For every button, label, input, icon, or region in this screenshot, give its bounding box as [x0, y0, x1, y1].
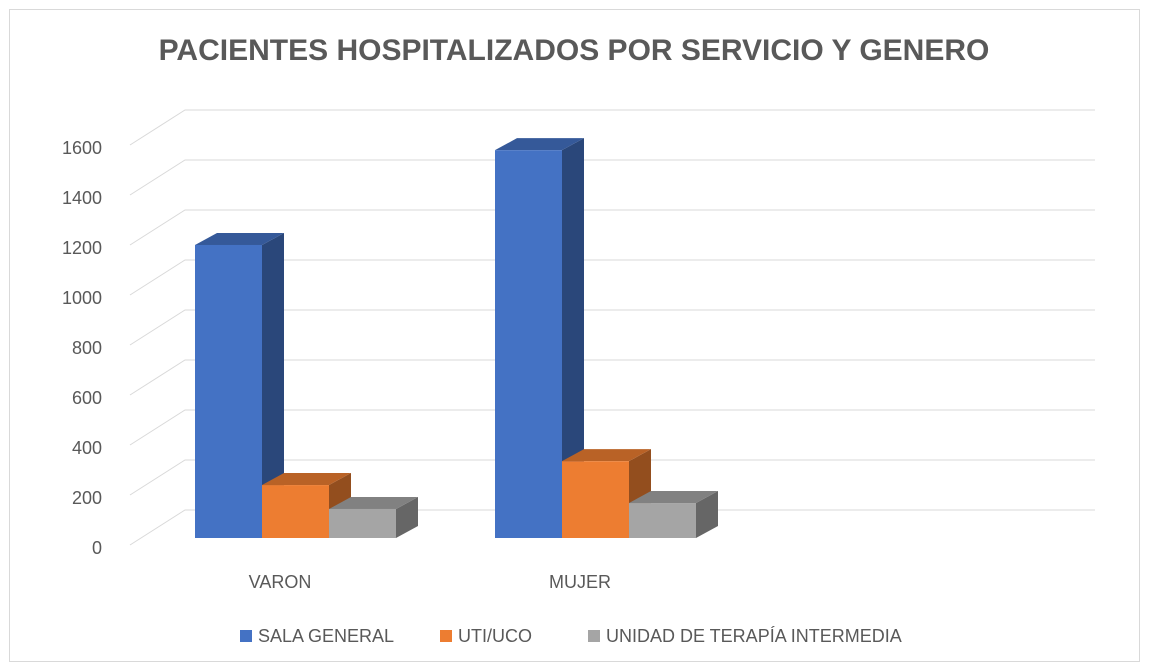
bar-face	[629, 491, 718, 504]
bar-face	[195, 232, 284, 245]
legend-swatch	[240, 630, 252, 642]
grid-line	[129, 259, 1095, 296]
legend-label: UTI/UCO	[458, 626, 532, 646]
bar	[329, 496, 418, 538]
bar-face	[329, 508, 396, 538]
bar	[495, 138, 584, 538]
bar-face	[262, 485, 329, 538]
bar-face	[696, 491, 718, 538]
y-tick-label: 200	[72, 488, 102, 508]
bar-face	[495, 150, 562, 538]
bar-face	[629, 503, 696, 538]
y-tick-label: 0	[92, 538, 102, 558]
grid-line	[129, 509, 1095, 546]
y-tick-label: 1200	[62, 238, 102, 258]
legend-swatch	[440, 630, 452, 642]
y-tick-label: 400	[72, 438, 102, 458]
grid-line	[129, 109, 1095, 146]
bar-face	[562, 449, 651, 462]
bar-face	[495, 138, 584, 151]
y-tick-label: 1400	[62, 188, 102, 208]
grid-line	[129, 309, 1095, 346]
bar	[195, 232, 284, 538]
grid-line	[129, 209, 1095, 246]
chart-title: PACIENTES HOSPITALIZADOS POR SERVICIO Y …	[159, 34, 990, 67]
legend-swatch	[588, 630, 600, 642]
legend-label: SALA GENERAL	[258, 626, 394, 646]
grid-line	[129, 409, 1095, 446]
bar-face	[262, 232, 284, 538]
bar	[629, 491, 718, 538]
y-tick-label: 1000	[62, 288, 102, 308]
bar-face	[562, 461, 629, 538]
grid-line	[129, 359, 1095, 396]
bar-face	[562, 138, 584, 538]
x-tick-label: VARON	[249, 572, 312, 592]
grid-line	[129, 159, 1095, 196]
bar-face	[195, 244, 262, 538]
legend-label: UNIDAD DE TERAPÍA INTERMEDIA	[606, 626, 902, 646]
y-tick-label: 800	[72, 338, 102, 358]
x-tick-label: MUJER	[549, 572, 611, 592]
y-tick-label: 1600	[62, 138, 102, 158]
bar-face	[329, 496, 418, 509]
bar-face	[262, 473, 351, 486]
y-tick-label: 600	[72, 388, 102, 408]
bar-face	[396, 496, 418, 538]
grid-line	[129, 459, 1095, 496]
